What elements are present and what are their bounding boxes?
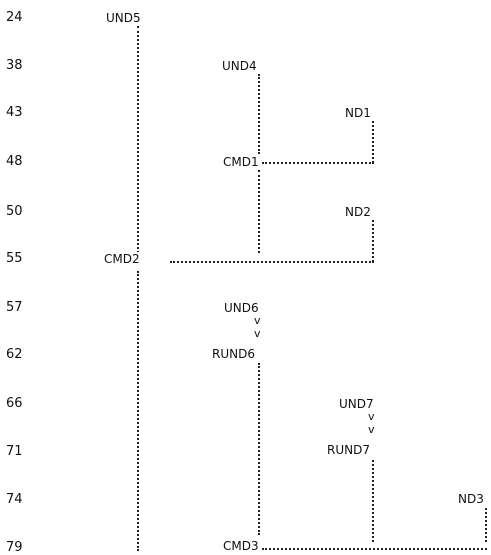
horizontal-connector	[170, 261, 374, 265]
vertical-connector	[258, 170, 262, 253]
node-nd2: ND2	[345, 205, 371, 219]
vertical-connector	[485, 508, 489, 542]
node-und7: UND7	[339, 397, 374, 411]
row-label: 24	[6, 10, 23, 25]
node-nd3: ND3	[458, 492, 484, 506]
row-label: 79	[6, 540, 23, 555]
row-label: 50	[6, 204, 23, 219]
row-label: 48	[6, 154, 23, 169]
vertical-connector	[258, 363, 262, 535]
row-label: 43	[6, 105, 23, 120]
node-cmd3: CMD3	[223, 539, 259, 553]
node-und4: UND4	[222, 59, 257, 73]
node-cmd1: CMD1	[223, 155, 259, 169]
row-label: 62	[6, 347, 23, 362]
horizontal-connector	[262, 548, 487, 552]
vertical-connector	[372, 220, 376, 262]
arrow-down-icon: v	[254, 314, 261, 327]
node-rund6: RUND6	[212, 347, 255, 361]
horizontal-connector	[262, 162, 374, 166]
node-und5: UND5	[106, 11, 141, 25]
row-label: 74	[6, 492, 23, 507]
row-label: 55	[6, 251, 23, 266]
vertical-connector	[137, 271, 141, 551]
node-cmd2: CMD2	[104, 252, 140, 266]
node-und6: UND6	[224, 301, 259, 315]
arrow-down-icon: v	[368, 410, 375, 423]
row-label: 38	[6, 58, 23, 73]
vertical-connector	[137, 26, 141, 253]
arrow-down-icon: v	[368, 423, 375, 436]
node-nd1: ND1	[345, 106, 371, 120]
vertical-connector	[258, 74, 262, 154]
row-label: 71	[6, 444, 23, 459]
arrow-down-icon: v	[254, 327, 261, 340]
vertical-connector	[372, 121, 376, 163]
vertical-connector	[372, 460, 376, 542]
row-label: 66	[6, 396, 23, 411]
row-label: 57	[6, 300, 23, 315]
node-rund7: RUND7	[327, 443, 370, 457]
